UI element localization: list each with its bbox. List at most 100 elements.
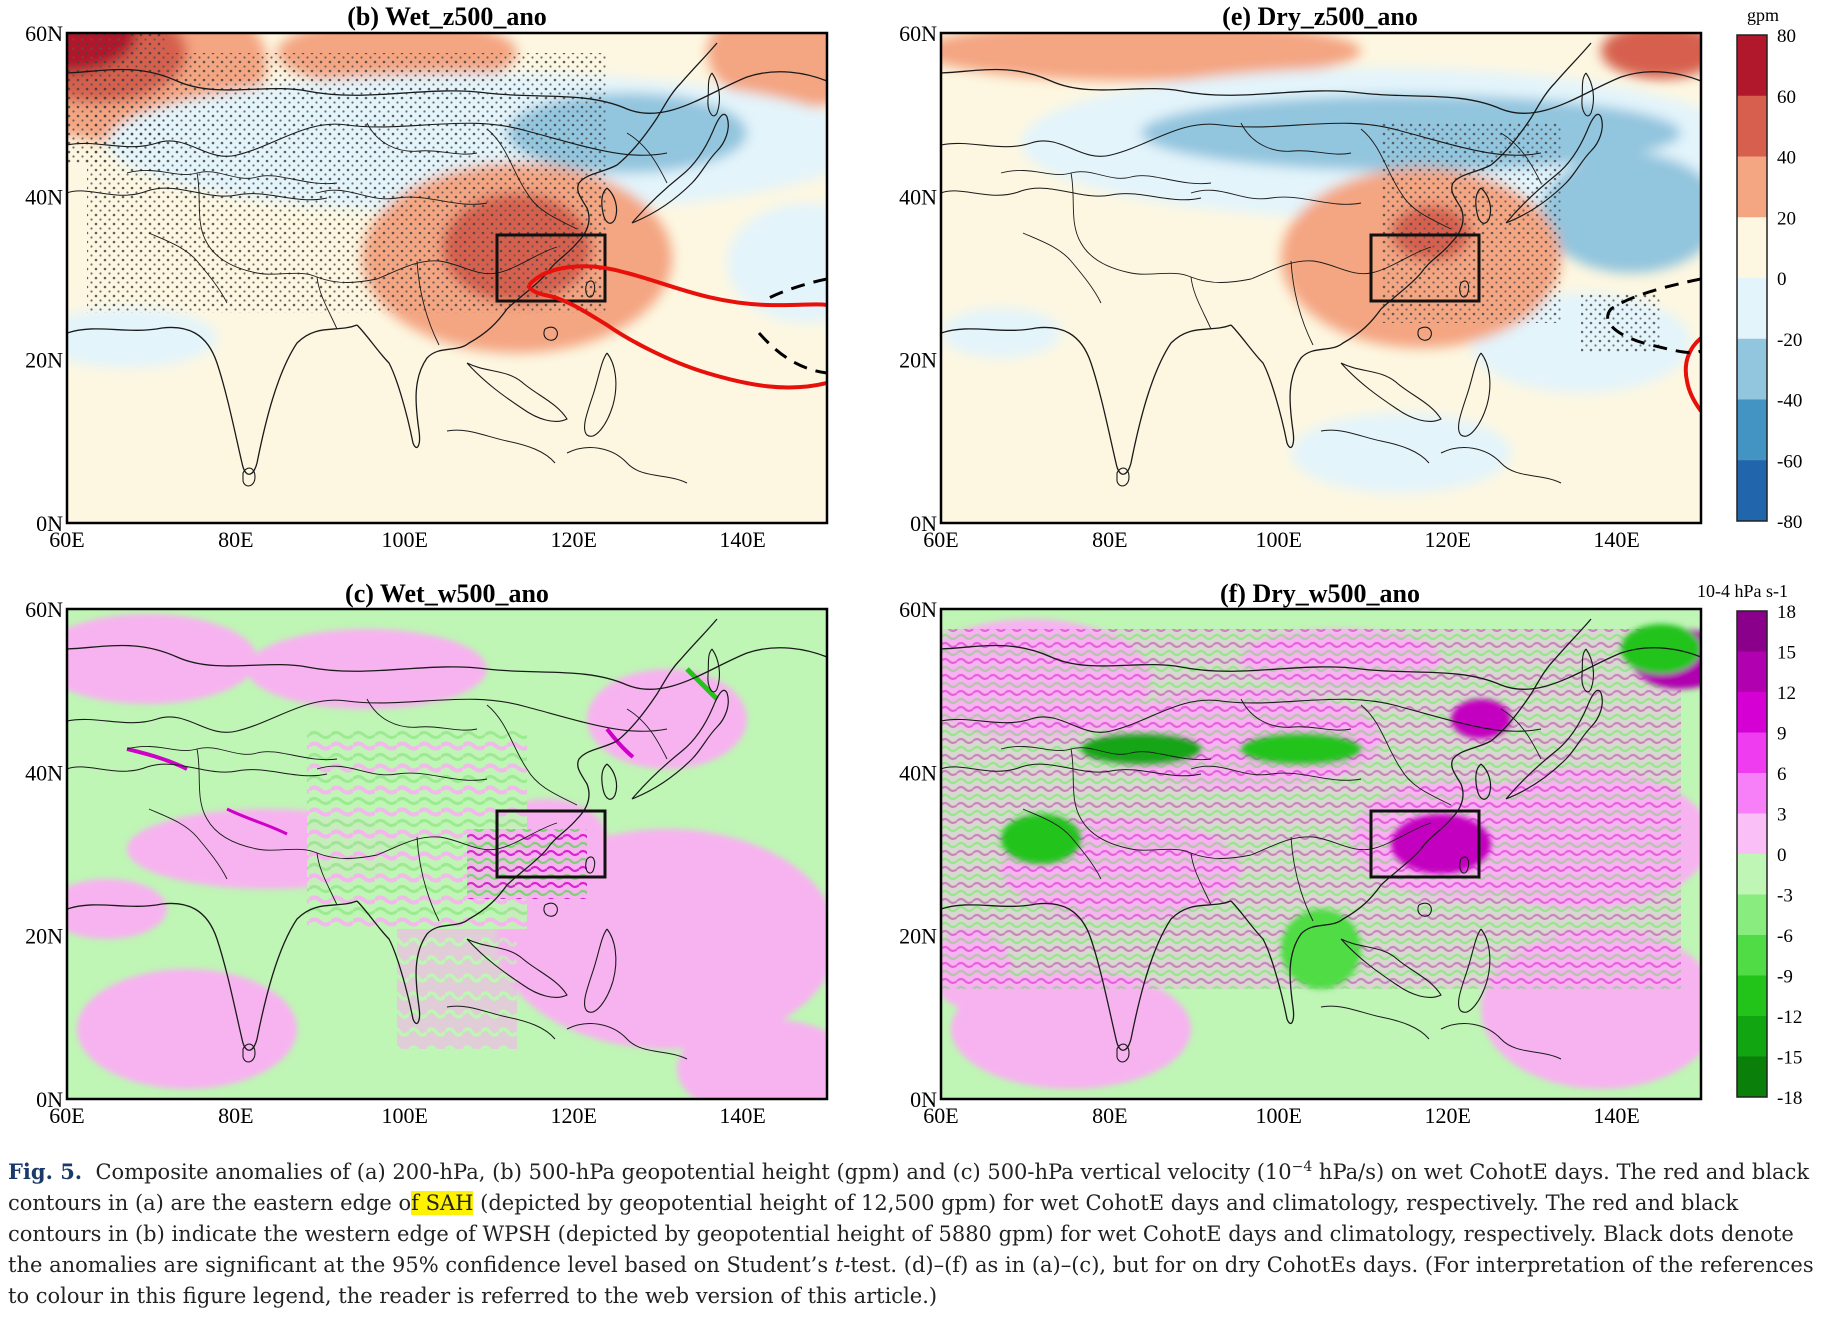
lat-tick-label: 40N — [899, 184, 937, 209]
colorbar-swatch — [1737, 611, 1767, 652]
lon-tick-label: 60E — [923, 527, 958, 552]
colorbar-tick-label: 80 — [1777, 26, 1796, 47]
lon-tick-label: 140E — [1593, 527, 1639, 552]
lon-tick-label: 100E — [382, 527, 428, 552]
colorbar-tick-label: -6 — [1777, 926, 1793, 947]
lat-tick-label: 60N — [25, 597, 63, 622]
colorbar-tick-label: 40 — [1777, 148, 1796, 169]
colorbar-tick-label: -40 — [1777, 391, 1802, 412]
colorbar-frame — [1736, 34, 1768, 522]
colorbar-tick-label: -12 — [1777, 1007, 1802, 1028]
caption-text-4: (depicted by geopotential height of 12,5… — [8, 1191, 1794, 1277]
lat-tick-label: 20N — [25, 924, 63, 949]
colorbar-tick-label: 18 — [1777, 602, 1796, 623]
panel-e-box — [1369, 233, 1481, 303]
panel-b-title: (b) Wet_z500_ano — [347, 2, 547, 31]
caption-highlight-sah: SAH — [425, 1191, 474, 1215]
panel-b — [65, 31, 829, 525]
panel-e-title: (e) Dry_z500_ano — [1222, 2, 1418, 31]
lon-tick-label: 100E — [382, 1103, 428, 1128]
colorbar-swatch — [1737, 854, 1767, 895]
lon-tick-label: 100E — [1256, 527, 1302, 552]
lat-tick-label: 40N — [899, 760, 937, 785]
colorbar-swatch — [1737, 1016, 1767, 1057]
caption-italic-t: t — [834, 1253, 844, 1277]
colorbar-w500: 10-4 hPa s-1 18 15 12 9 6 3 0 -3 -6 -9 -12 -15 -18 — [1697, 581, 1802, 1109]
caption-exponent: −4 — [1291, 1159, 1313, 1175]
figure-caption: Fig. 5. Composite anomalies of (a) 200-h… — [8, 1156, 1823, 1312]
lat-tick-label: 0N — [910, 511, 937, 536]
lon-tick-label: 80E — [218, 1103, 253, 1128]
lon-tick-label: 120E — [550, 1103, 596, 1128]
lat-tick-label: 60N — [899, 21, 937, 46]
colorbar-swatch — [1737, 95, 1767, 157]
panel-f-map — [941, 609, 1701, 1099]
figure-panels: (b) Wet_z500_ano (e) Dry_z500_ano (c) We… — [25, 2, 1802, 1128]
colorbar-tick-label: 20 — [1777, 208, 1796, 229]
colorbar-tick-label: 0 — [1777, 269, 1787, 290]
colorbar-tick-label: -3 — [1777, 886, 1793, 907]
colorbar-swatch — [1737, 935, 1767, 976]
colorbar-swatch — [1737, 1056, 1767, 1098]
panel-f-box — [1369, 809, 1481, 879]
colorbar-swatch — [1737, 692, 1767, 733]
lat-tick-label: 0N — [36, 1087, 63, 1112]
panel-f — [939, 607, 1703, 1101]
colorbar-swatch — [1737, 338, 1767, 400]
lat-tick-label: 20N — [25, 348, 63, 373]
lon-tick-label: 60E — [49, 1103, 84, 1128]
caption-text-2: hPa/s) on wet CohotE days. The red and b… — [8, 1160, 1810, 1215]
panel-e — [939, 31, 1703, 525]
lat-tick-label: 0N — [910, 1087, 937, 1112]
lon-tick-label: 80E — [1092, 527, 1127, 552]
colorbar-swatch — [1737, 460, 1767, 522]
colorbar-tick-label: -18 — [1777, 1088, 1802, 1109]
colorbar-w500-unit: 10-4 hPa s-1 — [1697, 581, 1788, 601]
colorbar-swatch — [1737, 217, 1767, 279]
lon-tick-label: 80E — [1092, 1103, 1127, 1128]
lon-tick-label: 120E — [550, 527, 596, 552]
lon-tick-label: 120E — [1424, 1103, 1470, 1128]
colorbar-swatch — [1737, 399, 1767, 461]
colorbar-swatch — [1737, 894, 1767, 936]
colorbar-tick-label: 0 — [1777, 845, 1787, 866]
lat-tick-label: 60N — [25, 21, 63, 46]
panel-e-map — [941, 33, 1701, 523]
lat-tick-label: 40N — [25, 760, 63, 785]
colorbar-tick-label: 3 — [1777, 805, 1787, 826]
colorbar-tick-label: -80 — [1777, 512, 1802, 533]
panel-c — [65, 607, 829, 1101]
colorbar-swatch — [1737, 156, 1767, 218]
colorbar-frame — [1736, 610, 1768, 1098]
lon-tick-label: 140E — [719, 527, 765, 552]
panel-f-title: (f) Dry_w500_ano — [1220, 579, 1420, 608]
panel-c-box — [495, 809, 607, 879]
lon-tick-label: 60E — [49, 527, 84, 552]
colorbar-tick-label: 6 — [1777, 764, 1787, 785]
colorbar-swatch — [1737, 35, 1767, 97]
panel-b-wpsh-clim — [757, 277, 827, 375]
colorbar-swatch — [1737, 651, 1767, 693]
colorbar-tick-label: -15 — [1777, 1048, 1802, 1069]
colorbar-tick-label: -60 — [1777, 451, 1802, 472]
colorbar-tick-label: 15 — [1777, 643, 1796, 664]
lat-tick-label: 0N — [36, 511, 63, 536]
panel-e-wpsh-clim — [1606, 277, 1701, 355]
colorbar-tick-label: 9 — [1777, 724, 1787, 745]
panel-c-title: (c) Wet_w500_ano — [345, 579, 549, 608]
lon-tick-label: 100E — [1256, 1103, 1302, 1128]
colorbar-tick-label: 60 — [1777, 87, 1796, 108]
colorbar-tick-label: -20 — [1777, 330, 1802, 351]
colorbar-swatch — [1737, 732, 1767, 774]
lat-tick-label: 40N — [25, 184, 63, 209]
panel-b-wpsh-wet — [527, 264, 827, 390]
colorbar-z500: gpm 80 60 40 20 0 -20 -40 -60 -80 — [1736, 5, 1802, 533]
lat-tick-label: 20N — [899, 924, 937, 949]
caption-text-1: Composite anomalies of (a) 200-hPa, (b) … — [95, 1160, 1292, 1184]
caption-text-5: -test. (d)–(f) as in (a)–(c), but for on… — [8, 1253, 1814, 1308]
colorbar-swatch — [1737, 813, 1767, 855]
caption-label: Fig. 5. — [8, 1159, 83, 1184]
lat-tick-label: 20N — [899, 348, 937, 373]
panel-e-wpsh-wet — [1683, 336, 1701, 413]
